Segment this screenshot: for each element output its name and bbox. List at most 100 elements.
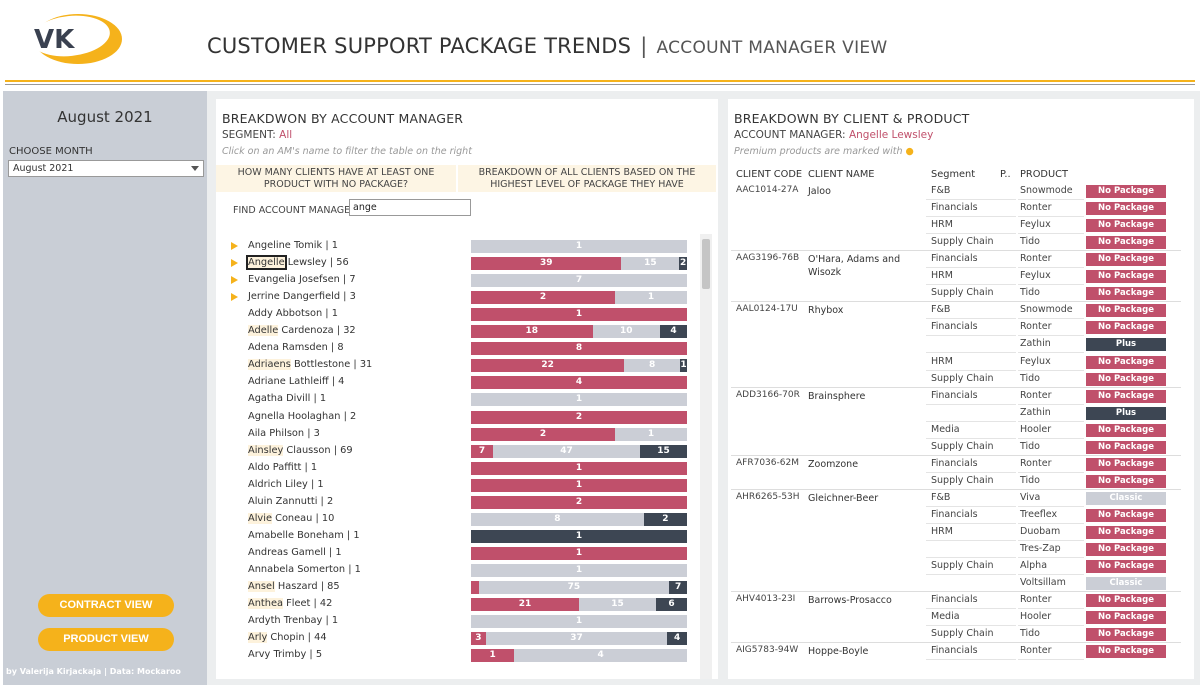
am-name[interactable]: Ainsley Clausson | 69 [248, 444, 353, 456]
bar-segment-classic[interactable]: 10 [592, 325, 660, 339]
am-row[interactable]: Agatha Divill | 1 1 [216, 391, 706, 408]
am-row[interactable]: Arly Chopin | 44 3 37 4 [216, 630, 706, 647]
table-row[interactable]: Financials Ronter No Package [728, 200, 1186, 218]
bar-segment-plus[interactable]: 7 [669, 581, 687, 594]
bar-segment-no-package[interactable]: 1 [471, 478, 687, 492]
package-bar[interactable]: 1 [471, 546, 687, 560]
am-row[interactable]: Agnella Hoolaghan | 2 2 [216, 409, 706, 426]
package-bar[interactable]: 7 [471, 274, 687, 288]
am-name[interactable]: Adriaens Bottlestone | 31 [248, 359, 372, 371]
table-row[interactable]: HRM Feylux No Package [728, 217, 1186, 235]
table-row[interactable]: Supply Chain Tido No Package [728, 473, 1186, 490]
am-row[interactable]: Alvie Coneau | 10 8 2 [216, 511, 706, 528]
table-row[interactable]: Tres-Zap No Package [728, 541, 1186, 559]
bar-segment-classic[interactable]: 75 [478, 581, 670, 594]
bar-segment-classic[interactable]: 8 [471, 512, 644, 526]
table-row[interactable]: Zathin Plus [728, 405, 1186, 422]
bar-segment-plus[interactable]: 6 [656, 598, 687, 612]
table-row[interactable]: ADD3166-70R Brainsphere Financials Ronter No… [728, 388, 1186, 405]
am-name[interactable]: Arvy Trimby | 5 [248, 649, 322, 660]
bar-segment-no-package[interactable]: 2 [471, 291, 615, 305]
package-bar[interactable]: 4 [471, 376, 687, 390]
bar-segment-no-package[interactable]: 1 [471, 308, 687, 322]
caret-right-icon[interactable] [231, 259, 238, 268]
package-bar[interactable]: 75 7 [471, 581, 687, 594]
am-name[interactable]: Ardyth Trenbay | 1 [248, 615, 338, 626]
col-p[interactable]: P.. [1000, 169, 1011, 180]
bar-segment-classic[interactable]: 1 [471, 563, 687, 577]
am-name[interactable]: Agnella Hoolaghan | 2 [248, 411, 356, 422]
bar-segment-no-package[interactable]: 2 [471, 495, 687, 509]
bar-segment-classic[interactable]: 8 [624, 359, 681, 373]
bar-segment-no-package[interactable] [471, 581, 479, 594]
am-name[interactable]: Ansel Haszard | 85 [248, 581, 340, 592]
am-row[interactable]: Andreas Gamell | 1 1 [216, 545, 706, 562]
am-name[interactable]: Agatha Divill | 1 [248, 393, 326, 404]
table-row[interactable]: AAC1014-27A Jaloo F&B Snowmode No Package [728, 183, 1186, 200]
table-row[interactable]: Media Hooler No Package [728, 609, 1186, 627]
am-name[interactable]: Angeline Tomik | 1 [248, 240, 338, 251]
table-row[interactable]: AIG5783-94W Hoppe-Boyle Financials Ronter No… [728, 643, 1186, 661]
col-client-name[interactable]: CLIENT NAME [808, 169, 875, 180]
package-bar[interactable]: 1 [471, 478, 687, 492]
col-client-code[interactable]: CLIENT CODE [736, 169, 803, 180]
table-row[interactable]: Media Hooler No Package [728, 422, 1186, 439]
contract-view-button[interactable]: CONTRACT VIEW [38, 594, 174, 617]
package-bar[interactable]: 7 47 15 [471, 444, 687, 458]
table-row[interactable]: Supply Chain Tido No Package [728, 439, 1186, 456]
bar-segment-no-package[interactable]: 1 [471, 546, 687, 560]
table-row[interactable]: Supply Chain Tido No Package [728, 371, 1186, 388]
am-row[interactable]: Adelle Cardenoza | 32 18 10 4 [216, 323, 706, 340]
table-row[interactable]: Voltsillam Classic [728, 575, 1186, 593]
am-row[interactable]: Angeline Tomik | 1 1 [216, 238, 706, 255]
bar-segment-classic[interactable]: 1 [471, 393, 687, 407]
table-row[interactable]: Supply Chain Alpha No Package [728, 558, 1186, 576]
package-bar[interactable]: 1 [471, 563, 687, 577]
am-row[interactable]: Evangelia Josefsen | 7 7 [216, 272, 706, 289]
bar-segment-no-package[interactable]: 8 [471, 342, 687, 356]
table-row[interactable]: AAG3196-76B O'Hara, Adams and Wisozk Finan… [728, 251, 1186, 278]
bar-segment-plus[interactable]: 2 [679, 257, 687, 271]
package-bar[interactable]: 3 37 4 [471, 632, 687, 646]
bar-segment-classic[interactable]: 7 [471, 274, 687, 288]
package-bar[interactable]: 1 [471, 461, 687, 475]
bar-segment-no-package[interactable]: 18 [471, 325, 593, 339]
bar-segment-no-package[interactable]: 2 [471, 427, 615, 441]
am-name[interactable]: Aldrich Liley | 1 [248, 479, 324, 490]
bar-segment-plus[interactable]: 4 [667, 632, 687, 646]
table-row[interactable]: AAL0124-17U Rhybox F&B Snowmode No Package [728, 302, 1186, 320]
col-product[interactable]: PRODUCT [1020, 169, 1068, 180]
am-row[interactable]: Aldrich Liley | 1 1 [216, 477, 706, 494]
package-bar[interactable]: 1 [471, 240, 687, 253]
table-row[interactable]: AHV4013-23I Barrows-Prosacco Financials Ron… [728, 592, 1186, 610]
am-name[interactable]: Addy Abbotson | 1 [248, 308, 338, 319]
am-name[interactable]: Andreas Gamell | 1 [248, 547, 342, 558]
am-row[interactable]: Angelle Lewsley | 56 39 15 2 [216, 255, 706, 272]
segment-value[interactable]: All [279, 129, 293, 141]
package-bar[interactable]: 21 15 6 [471, 598, 687, 612]
package-bar[interactable]: 2 [471, 410, 687, 424]
am-name[interactable]: Evangelia Josefsen | 7 [248, 274, 356, 285]
table-row[interactable]: Financials Treeflex No Package [728, 507, 1186, 524]
am-name[interactable]: Anthea Fleet | 42 [248, 598, 332, 610]
bar-segment-classic[interactable]: 1 [615, 427, 687, 441]
bar-segment-plus[interactable]: 1 [471, 529, 687, 543]
am-name[interactable]: Angelle Lewsley | 56 [246, 255, 349, 271]
am-row[interactable]: Adriaens Bottlestone | 31 22 8 1 [216, 357, 706, 374]
table-row[interactable]: Supply Chain Tido No Package [728, 285, 1186, 303]
bar-segment-no-package[interactable]: 4 [471, 376, 687, 390]
table-row[interactable]: Financials Ronter No Package [728, 319, 1186, 337]
bar-segment-plus[interactable]: 4 [660, 325, 687, 339]
am-row[interactable]: Anthea Fleet | 42 21 15 6 [216, 596, 706, 613]
package-bar[interactable]: 2 [471, 495, 687, 509]
bar-segment-classic[interactable]: 15 [621, 257, 680, 271]
am-name[interactable]: Jerrine Dangerfield | 3 [248, 291, 356, 302]
